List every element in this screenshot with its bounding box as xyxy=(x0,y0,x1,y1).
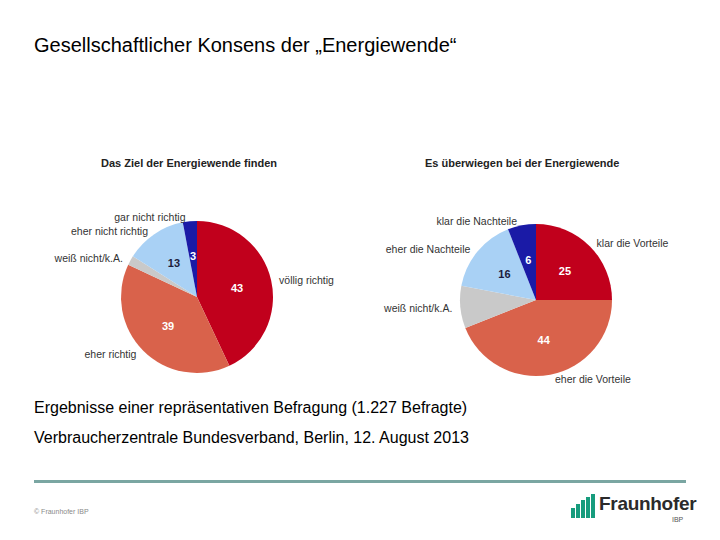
svg-text:eher die Vorteile: eher die Vorteile xyxy=(555,373,631,385)
svg-text:klar die Vorteile: klar die Vorteile xyxy=(597,237,669,249)
svg-text:eher die Nachteile: eher die Nachteile xyxy=(386,243,471,255)
html-text:Gesellschaftlicher Konsens der: Gesellschaftlicher Konsens der „Energiew… xyxy=(34,34,457,56)
svg-text:25: 25 xyxy=(559,265,571,277)
svg-text:eher nicht richtig: eher nicht richtig xyxy=(71,225,148,237)
svg-text:weiß nicht/k.A.: weiß nicht/k.A. xyxy=(383,302,452,314)
svg-text:Es überwiegen bei der Energiew: Es überwiegen bei der Energiewende xyxy=(425,157,619,169)
html-text:IBP: IBP xyxy=(672,516,684,523)
svg-text:43: 43 xyxy=(231,282,243,294)
html-text:Ergebnisse einer repräsentativ: Ergebnisse einer repräsentativen Befragu… xyxy=(34,399,468,416)
svg-text:44: 44 xyxy=(538,334,551,346)
html-text:Fraunhofer: Fraunhofer xyxy=(599,493,697,514)
svg-text:völlig richtig: völlig richtig xyxy=(279,274,334,286)
svg-text:klar die Nachteile: klar die Nachteile xyxy=(436,215,517,227)
svg-text:Das Ziel der Energiewende find: Das Ziel der Energiewende finden xyxy=(101,157,277,169)
svg-text:weiß nicht/k.A.: weiß nicht/k.A. xyxy=(54,252,123,264)
svg-text:3: 3 xyxy=(190,250,196,262)
svg-text:6: 6 xyxy=(525,254,531,266)
svg-text:39: 39 xyxy=(162,320,174,332)
svg-text:eher richtig: eher richtig xyxy=(84,348,136,360)
svg-text:13: 13 xyxy=(168,257,180,269)
html-text:Verbraucherzentrale Bundesverb: Verbraucherzentrale Bundesverband, Berli… xyxy=(34,429,469,446)
svg-text:16: 16 xyxy=(498,268,510,280)
svg-text:gar nicht richtig: gar nicht richtig xyxy=(114,211,185,223)
html-text:© Fraunhofer IBP: © Fraunhofer IBP xyxy=(34,508,89,515)
